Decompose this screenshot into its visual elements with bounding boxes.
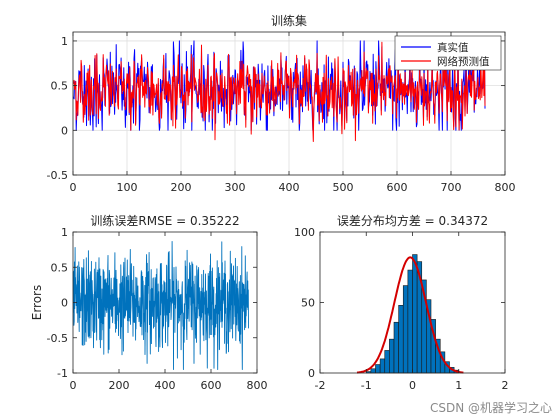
train-set-xtick-label: 300 [225,181,246,194]
train-error-xtick-label: 400 [155,379,176,392]
train-set-xtick-label: 600 [387,181,408,194]
series-line-pred [73,41,486,142]
histogram-bar [370,368,376,374]
legend-label: 网络预测值 [437,55,490,68]
train-error-axes: 0 200 400 600 800 -1 -0.5 0 0.5 1 训练误差RMSE = 0.352… [30,213,268,392]
train-set-xtick-label: 800 [495,181,516,194]
train-error-xtick-label: 0 [70,379,77,392]
train-set-ytick-label: 1 [61,35,68,48]
train-error-xtick-label: 800 [247,379,268,392]
error-distribution-xtick-label: -1 [361,379,372,392]
error-distribution-title: 误差分布均方差 = 0.34372 [337,213,488,228]
legend-label: 真实值 [437,41,469,54]
train-set-xtick-label: 400 [279,181,300,194]
train-error-ylabel: Errors [30,285,44,321]
histogram-bar [407,269,413,374]
train-set-ytick-label: 0.5 [51,80,69,93]
train-error-ytick-label: -0.5 [47,332,68,345]
error-distribution-xtick-label: 1 [455,379,462,392]
train-error-title: 训练误差RMSE = 0.35222 [90,213,239,228]
train-error-ytick-label: 0.5 [51,261,69,274]
train-set-ytick-label: 0 [61,124,68,137]
histogram-bar [402,285,409,374]
error-distribution-xtick-label: -2 [315,379,326,392]
error-distribution-xtick-label: 2 [502,379,509,392]
histogram-bar [412,254,418,374]
error-distribution-xtick-label: 0 [409,379,416,392]
histogram-bar [384,350,390,374]
train-set-xtick-label: 700 [441,181,462,194]
error-distribution-ytick-label: 50 [301,297,315,310]
fit-curve [356,256,464,374]
train-error-xtick-label: 200 [109,379,130,392]
histogram-bar [393,321,399,374]
histogram-bar [389,338,395,374]
series-line-error [72,241,249,370]
error-distribution-axes: -2 -1 0 1 2 0 50 100 误差分布均方差 = 0.34372 [294,213,509,392]
error-distribution-ytick-label: 0 [308,367,315,380]
train-error-xtick-label: 600 [201,379,222,392]
train-error-ytick-label: 0 [61,297,68,310]
train-error-ytick-label: 1 [61,226,68,239]
error-distribution-ytick-label: 100 [294,226,315,239]
train-set-xtick-label: 200 [171,181,192,194]
histogram-bar [375,364,381,374]
train-set-xtick-label: 500 [333,181,354,194]
watermark: CSDN @机器学习之心 [430,400,552,415]
legend-box [394,35,502,71]
train-error-ytick-label: -1 [57,367,68,380]
train-set-xtick-label: 0 [70,181,77,194]
train-set-title: 训练集 [271,13,307,28]
histogram-bar [379,358,386,374]
train-set-axes: 0 100 200 300 400 500 600 700 800-0.500.51训练集真实值… [47,13,516,194]
histogram-bar [398,305,404,374]
train-set-xtick-label: 100 [117,181,138,194]
train-set-ytick-label: -0.5 [47,169,68,182]
